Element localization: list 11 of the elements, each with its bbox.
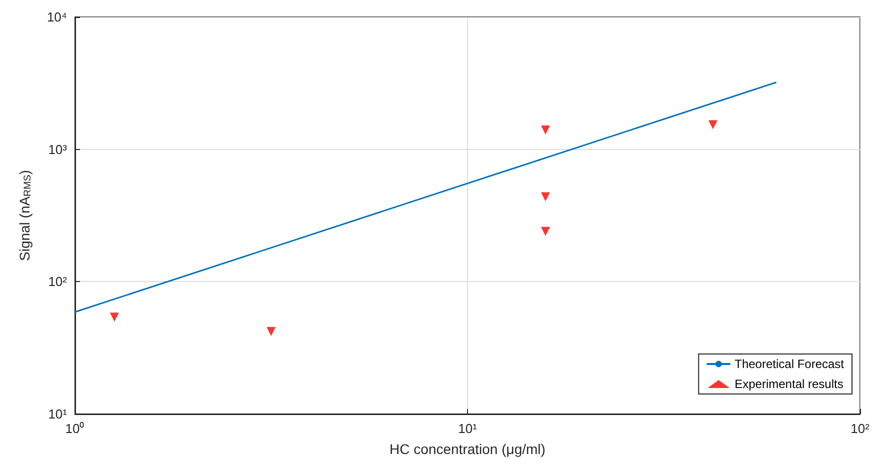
x-axis-title: HC concentration (μg/ml)	[390, 441, 546, 457]
y-tick-label: 10⁴	[46, 10, 67, 24]
legend-label: Theoretical Forecast	[734, 357, 845, 371]
y-tick-label: 10³	[48, 142, 68, 157]
x-tick-label: 10²	[850, 421, 870, 436]
y-tick-label: 10¹	[48, 406, 68, 422]
y-axis-title: Signal (nARMS)	[16, 170, 34, 262]
y-tick-label: 10²	[48, 274, 68, 290]
x-tick-label: 10⁰	[65, 421, 85, 436]
legend-label: Experimental results	[734, 377, 844, 391]
x-tick-label: 10¹	[458, 421, 478, 436]
